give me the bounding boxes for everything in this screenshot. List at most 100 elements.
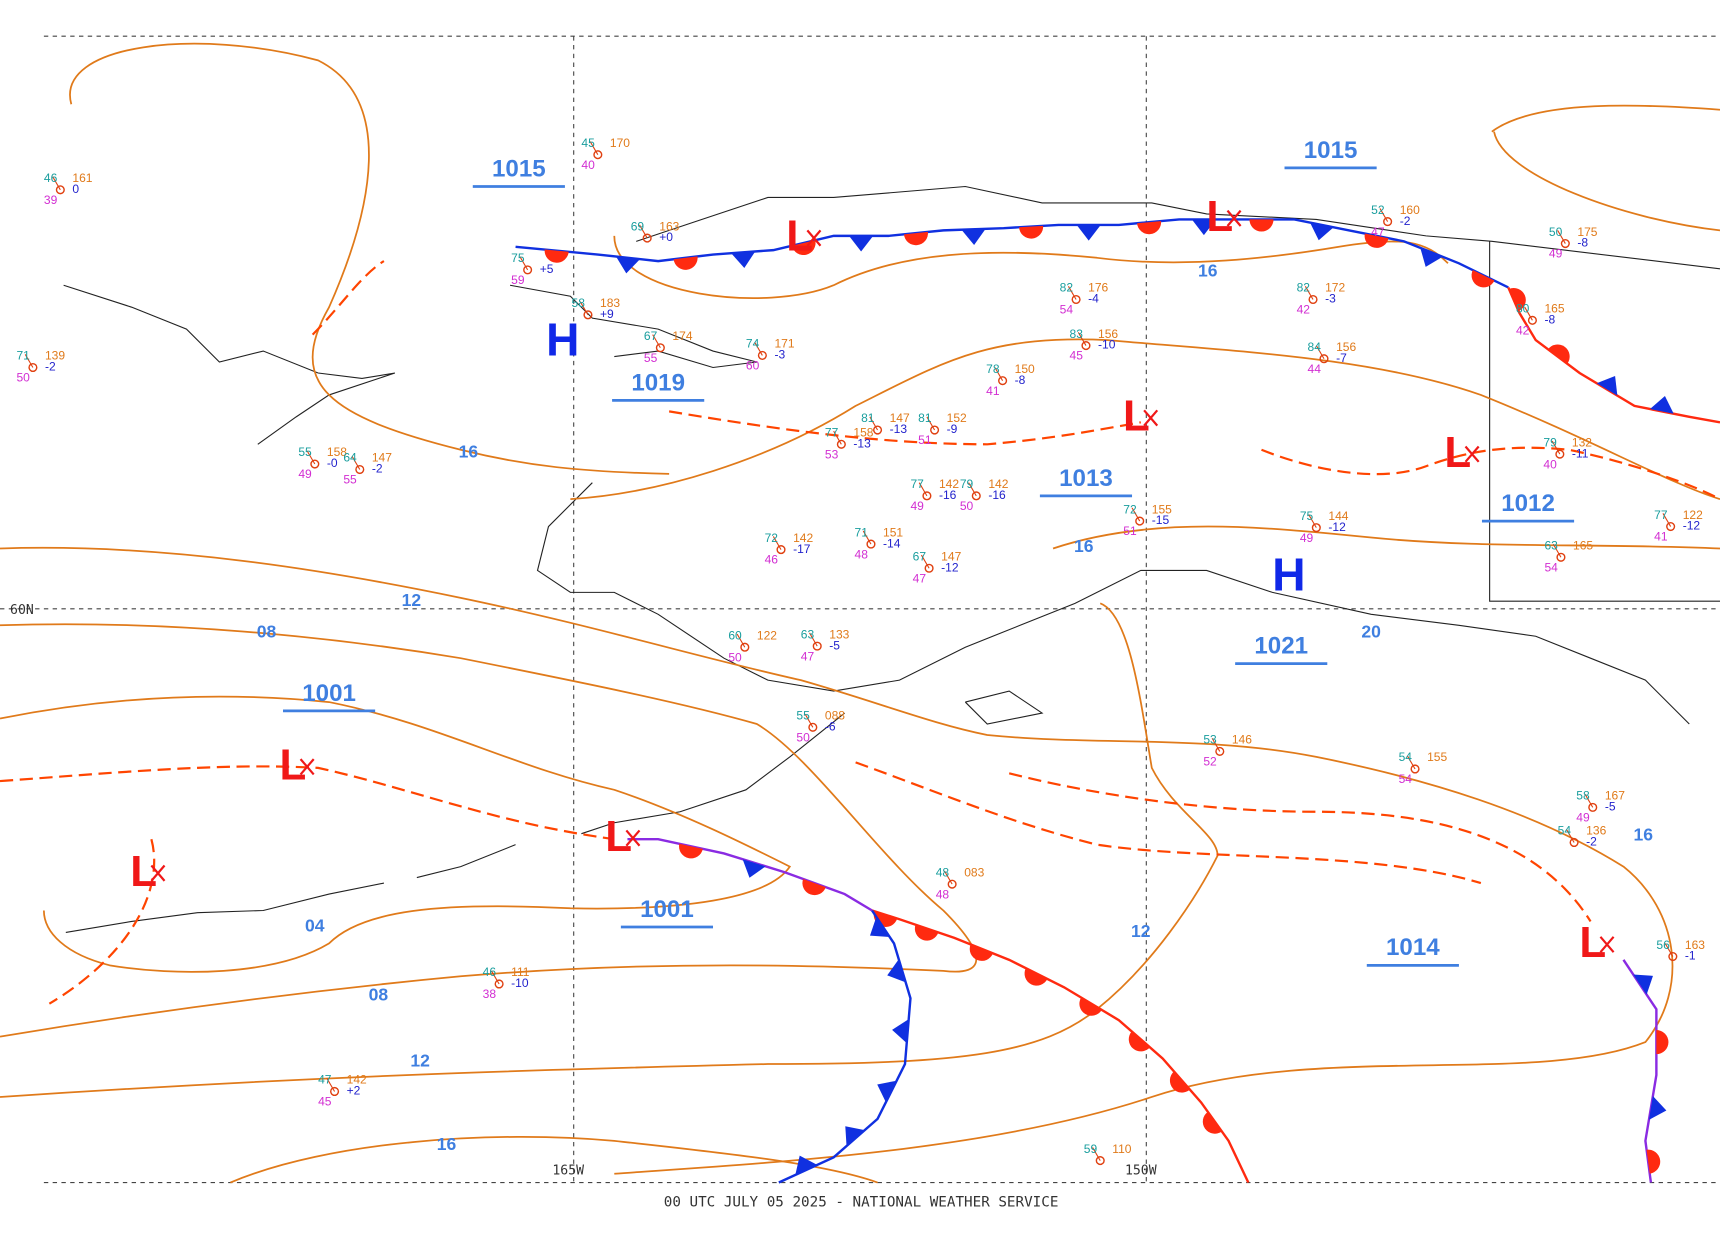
station-change: -2 — [372, 462, 383, 476]
station-marker — [998, 376, 1008, 386]
station-dew: 49 — [910, 499, 924, 513]
station-marker — [1071, 294, 1081, 305]
station-marker — [28, 362, 38, 373]
station-change: -13 — [853, 436, 871, 450]
station-dew: 46 — [765, 553, 779, 567]
cold-front-mark — [845, 1126, 865, 1147]
low-cross — [806, 229, 822, 247]
cold-front-mark — [849, 235, 874, 252]
station-dew: 41 — [1654, 530, 1668, 544]
station-pressure: 111 — [511, 965, 530, 979]
station-temp: 64 — [343, 451, 357, 465]
wind-barb — [579, 301, 589, 316]
pressure-center-label: 1013 — [1059, 465, 1113, 492]
wind-barb — [862, 530, 872, 545]
station-dew: 54 — [1544, 560, 1558, 574]
station-dew: 59 — [511, 273, 525, 287]
wind-barb — [1662, 513, 1672, 527]
station-change: -11 — [1572, 446, 1589, 460]
wind-barb — [351, 456, 361, 470]
warm-front-mark — [1202, 1111, 1222, 1134]
station-dew: 40 — [1543, 457, 1557, 471]
station-temp: 69 — [631, 219, 645, 233]
station-dew: 49 — [1576, 811, 1590, 825]
station-temp: 63 — [1544, 538, 1558, 552]
station-pressure: 147 — [941, 549, 961, 563]
station-pressure: 155 — [1152, 502, 1172, 516]
station-marker — [740, 642, 750, 652]
station-temp: 67 — [644, 329, 658, 343]
station-temp: 72 — [1123, 502, 1137, 516]
front-line — [1507, 286, 1720, 424]
warm-front-mark — [1128, 1031, 1150, 1052]
station-marker — [642, 233, 652, 243]
front-line — [871, 909, 1250, 1184]
station-pressure: 151 — [883, 525, 903, 539]
warm-front-mark — [1079, 997, 1102, 1016]
isobars — [0, 42, 1720, 1184]
station-temp: 56 — [1656, 938, 1670, 952]
station-temp: 75 — [1300, 509, 1314, 523]
station-marker — [494, 979, 504, 989]
station-marker — [1556, 552, 1566, 562]
cold-front-mark — [616, 256, 640, 274]
station-pressure: 142 — [347, 1073, 367, 1087]
station-dew: 48 — [855, 547, 869, 561]
station-marker — [1555, 449, 1565, 459]
isobar-label: 12 — [410, 1051, 430, 1071]
station-temp: 59 — [1084, 1142, 1098, 1156]
wind-barb — [943, 870, 953, 885]
cold-front-mark — [877, 1080, 897, 1103]
station-pressure: 161 — [72, 171, 92, 185]
warm-front-mark — [914, 924, 939, 941]
warm-front-mark — [969, 944, 993, 961]
station-marker — [55, 185, 65, 195]
station-marker — [1308, 294, 1318, 305]
wind-barb — [1131, 507, 1141, 522]
station-dew: 44 — [1308, 362, 1322, 376]
station-change: -4 — [1088, 292, 1099, 306]
wind-barb — [1584, 793, 1594, 808]
isobar-label: 16 — [1074, 536, 1094, 556]
pressure-center-label: 1001 — [640, 896, 694, 923]
isobar-label: 16 — [1633, 825, 1653, 845]
station-temp: 77 — [825, 426, 839, 440]
station-marker — [310, 459, 320, 469]
isobar-label: 08 — [257, 622, 277, 642]
station-pressure: 165 — [1573, 538, 1593, 552]
station-temp: 53 — [1203, 733, 1217, 747]
station-pressure: 174 — [672, 329, 692, 343]
station-dew: 49 — [298, 467, 312, 481]
low-cross — [150, 864, 166, 882]
station-temp: 81 — [861, 411, 875, 425]
high-symbol: H — [546, 314, 579, 366]
station-marker — [355, 464, 365, 475]
longitude-label: 150W — [1125, 1163, 1157, 1178]
low-symbol: L — [1579, 918, 1606, 967]
station-marker — [971, 491, 981, 501]
wind-barb — [490, 970, 500, 985]
low-symbol: L — [130, 847, 157, 896]
station-change: -5 — [829, 638, 840, 652]
fronts — [515, 218, 1720, 1184]
station-change: -2 — [1586, 835, 1597, 849]
cold-front-mark — [1633, 974, 1653, 995]
isobar-label: 16 — [1198, 261, 1218, 281]
station-temp: 55 — [796, 709, 810, 723]
station-temp: 75 — [511, 251, 525, 265]
station-dew: 42 — [1516, 323, 1530, 337]
wind-barb — [968, 482, 977, 497]
station-pressure: 158 — [853, 426, 873, 440]
latitude-label: 60N — [10, 603, 34, 618]
station-pressure: 136 — [1586, 824, 1606, 838]
isobar-label: 16 — [459, 442, 479, 462]
station-pressure: 175 — [1577, 225, 1597, 239]
cold-front-mark — [1191, 219, 1216, 236]
wind-barb — [772, 536, 782, 550]
warm-front-mark — [1656, 1030, 1669, 1055]
cold-front-mark — [795, 1155, 818, 1175]
station-marker — [1668, 952, 1678, 962]
station-pressure: 146 — [1232, 733, 1252, 747]
warm-front-mark — [802, 878, 826, 896]
station-temp: 58 — [1576, 789, 1590, 803]
